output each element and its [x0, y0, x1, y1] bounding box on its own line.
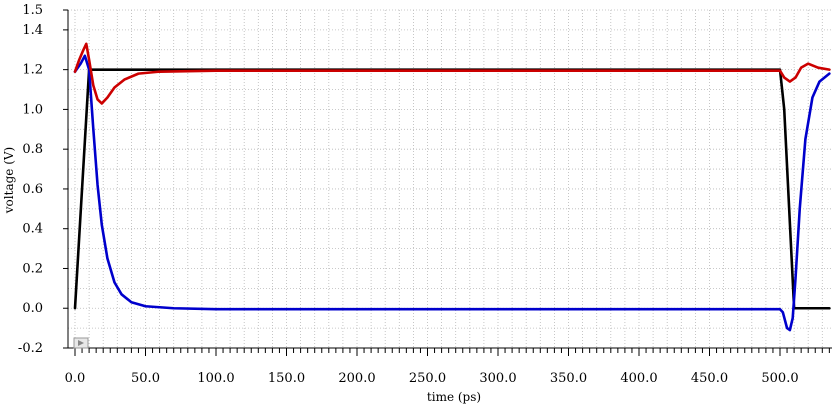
x-tick-label: 150.0	[268, 371, 305, 386]
series-line-2	[73, 54, 831, 332]
y-tick-label: 1.5	[22, 3, 43, 18]
x-tick-label: 50.0	[131, 371, 160, 386]
x-tick-label: 400.0	[620, 371, 657, 386]
y-tick-label: 0.2	[22, 261, 43, 276]
y-axis-title: voltage (V)	[2, 147, 16, 214]
x-tick-label: 0.0	[65, 371, 86, 386]
x-tick-label: 100.0	[197, 371, 234, 386]
x-tick-label: 300.0	[479, 371, 516, 386]
y-tick-label: 1.4	[22, 23, 43, 38]
y-tick-label: 0.8	[22, 142, 43, 157]
x-tick-label: 350.0	[550, 371, 587, 386]
tick-marks	[63, 9, 830, 356]
y-tick-label: 1.2	[22, 63, 43, 78]
y-tick-label: 0.4	[22, 222, 43, 237]
grid-lines	[68, 9, 832, 349]
tick-labels: 0.0 50.0 100.0 150.0 200.0 250.0 300.0 350.0 400…	[18, 3, 799, 386]
series-lines	[73, 42, 831, 332]
x-tick-label: 200.0	[338, 371, 375, 386]
x-axis-title: time (ps)	[427, 390, 481, 404]
x-tick-label: 450.0	[691, 371, 728, 386]
corner-play-icon[interactable]	[73, 337, 89, 349]
series-line-3	[73, 42, 831, 105]
axes	[67, 10, 832, 349]
y-tick-label: 0.6	[22, 182, 43, 197]
y-tick-label: -0.2	[18, 341, 43, 356]
x-tick-label: 250.0	[409, 371, 446, 386]
x-tick-label: 500.0	[761, 371, 798, 386]
y-tick-label: 1.0	[22, 102, 43, 117]
y-tick-label: 0.0	[22, 301, 43, 316]
